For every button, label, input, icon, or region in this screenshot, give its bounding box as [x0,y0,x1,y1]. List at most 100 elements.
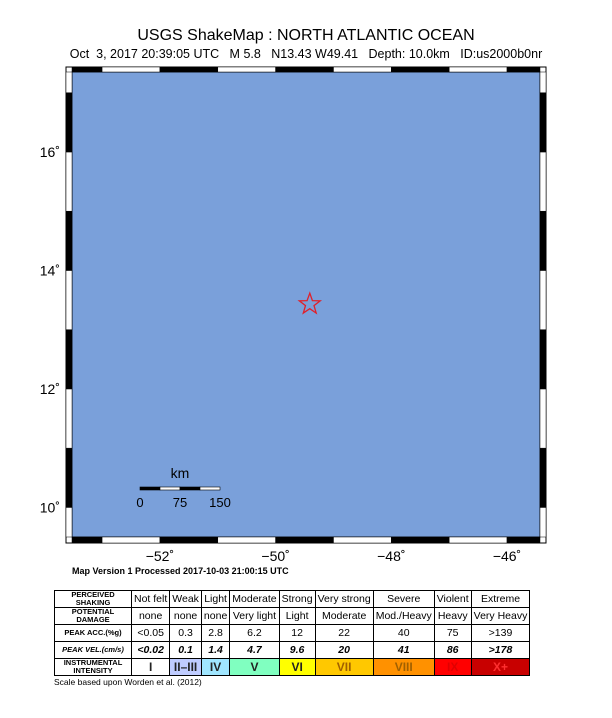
legend-cell: 22 [314,624,374,642]
epicenter-star-icon [297,291,323,315]
frame-segment [65,270,73,330]
legend-cell: VII [314,658,374,676]
legend-row-header: PERCEIVED SHAKING [54,590,132,608]
scale-bar-segment [159,486,181,491]
frame-segment [71,536,103,544]
legend-cell: VIII [372,658,435,676]
frame-segment [506,536,541,544]
ocean-area [71,71,541,538]
legend-cell: II–III [169,658,202,676]
lon-tick-label: −52˚ [146,548,174,564]
lon-tick-label: −50˚ [261,548,289,564]
frame-segment [65,71,73,93]
legend-header-text: INTENSITY [73,666,113,675]
frame-segment [539,270,547,330]
map: −52˚ −50˚ −48˚ −46˚ 16˚ 14˚ 12˚ 10˚ km 0 75 150 [40,66,547,564]
frame-segment [539,71,547,93]
legend-cell: 40 [372,624,435,642]
frame-segment [539,507,547,538]
frame-segment [448,66,508,73]
legend-cell: 4.7 [229,641,280,659]
legend-cell: Moderate [229,590,280,608]
legend-cell: >139 [470,624,531,642]
legend-row-header: INSTRUMENTAL INTENSITY [54,658,132,676]
frame-segment [159,536,219,544]
frame-segment [333,536,392,544]
legend-cell: V [229,658,280,676]
frame-segment [539,447,547,508]
frame-segment [65,92,73,153]
legend-header-text: PERCEIVED [71,590,115,599]
legend-cell: 9.6 [278,641,316,659]
frame-segment [506,66,541,73]
legend-row-header: PEAK ACC.(%g) [54,624,132,642]
legend-cell: Extreme [470,590,531,608]
frame-segment [65,329,73,390]
frame-segment [65,507,73,538]
legend-row: PEAK ACC.(%g) <0.05 0.3 2.8 6.2 12 22 40 75 >139 [54,624,531,642]
legend-row: PEAK VEL.(cm/s) <0.02 0.1 1.4 4.7 9.6 20 41 86 >1… [54,641,531,659]
legend-header-text: DAMAGE [76,615,110,624]
scale-bar-segment [199,486,221,491]
legend-container: PERCEIVED SHAKING Not felt Weak Light Moderat… [54,590,531,687]
legend-cell: 12 [278,624,316,642]
legend-cell: Moderate [314,607,374,625]
frame-segment [101,536,161,544]
frame-segment [539,210,547,271]
legend-cell: Violent [433,590,472,608]
legend-cell: Light [200,590,231,608]
legend-cell: 20 [314,641,374,659]
legend-cell: 6.2 [229,624,280,642]
intensity-legend-table: PERCEIVED SHAKING Not felt Weak Light Moderat… [54,590,531,676]
frame-segment [159,66,219,73]
frame-segment [539,388,547,449]
frame-segment [101,66,161,73]
legend-cell: <0.02 [130,641,171,659]
scale-label: 75 [173,495,187,510]
lon-tick-label: −46˚ [493,548,521,564]
frame-segment [391,536,450,544]
legend-row: POTENTIAL DAMAGE none none none Very light Lig… [54,607,531,625]
legend-cell: I [130,658,171,676]
legend-header-text: SHAKING [75,598,111,607]
legend-cell: 0.1 [169,641,202,659]
legend-footnote: Scale based upon Worden et al. (2012) [54,677,202,687]
legend-header-text: POTENTIAL [71,607,115,616]
lat-tick-label: 12˚ [40,381,60,397]
frame-segment [539,151,547,212]
processed-info: Map Version 1 Processed 2017-10-03 21:00… [72,566,289,576]
frame-segment [65,447,73,508]
legend-cell: Strong [278,590,316,608]
legend-cell: Not felt [130,590,171,608]
frame-segment [71,66,103,73]
legend-cell: Light [278,607,316,625]
legend-cell: 41 [372,641,435,659]
legend-cell: 1.4 [200,641,231,659]
legend-row: INSTRUMENTAL INTENSITY I II–III IV V VI VII VIII… [54,658,531,676]
legend-cell: 2.8 [200,624,231,642]
frame-segment [217,536,276,544]
scale-label: 0 [136,495,143,510]
legend-cell: none [130,607,171,625]
frame-segment [539,92,547,153]
legend-cell: Heavy [433,607,472,625]
frame-segment [391,66,450,73]
legend-cell: 86 [433,641,472,659]
legend-cell: X+ [470,658,531,676]
frame-segment [275,536,334,544]
frame-segment [333,66,392,73]
legend-cell: Weak [169,590,202,608]
lon-tick-label: −48˚ [377,548,405,564]
scale-label: 150 [209,495,231,510]
legend-cell: >178 [470,641,531,659]
lat-tick-label: 10˚ [40,499,60,515]
lat-tick-label: 16˚ [40,144,60,160]
scale-bar-segment [139,486,161,491]
legend-row-header: POTENTIAL DAMAGE [54,607,132,625]
legend-cell: Very strong [314,590,374,608]
lat-tick-label: 14˚ [40,262,60,278]
frame-segment [217,66,276,73]
map-title: USGS ShakeMap : NORTH ATLANTIC OCEAN [137,27,475,44]
legend-cell: VI [278,658,316,676]
